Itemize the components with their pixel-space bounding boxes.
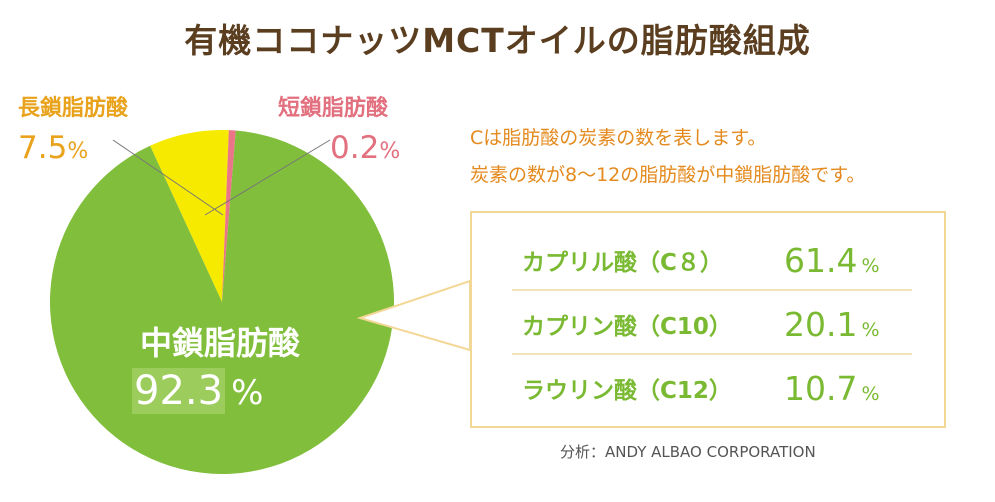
breakdown-value: 61.4% [784, 241, 880, 280]
breakdown-name: カプリル酸（C８） [522, 250, 723, 276]
breakdown-pct: % [861, 318, 880, 341]
row-divider [512, 353, 912, 355]
long-chain-pct: % [67, 139, 89, 164]
breakdown-value: 20.1% [784, 305, 880, 344]
note-line-2: 炭素の数が8〜12の脂肪酸が中鎖脂肪酸です。 [470, 164, 866, 186]
long-chain-number: 7.5 [18, 130, 68, 166]
leader-line-short [204, 139, 331, 216]
medium-chain-number: 92.3 [132, 368, 226, 414]
breakdown-box: カプリル酸（C８） 61.4% カプリン酸（C10） 20.1% ラウリン酸（C… [470, 211, 946, 428]
medium-chain-pct: % [231, 373, 264, 413]
slice-long-chain [150, 130, 229, 302]
leader-line-long [112, 139, 224, 216]
label-short-chain-name: 短鎖脂肪酸 [278, 96, 389, 121]
chart-title: 有機ココナッツMCTオイルの脂肪酸組成 [184, 21, 811, 60]
breakdown-row: ラウリン酸（C12） 10.7% [522, 357, 910, 419]
label-short-chain-value: 0.2% [330, 130, 400, 166]
short-chain-pct: % [379, 139, 401, 164]
breakdown-pct: % [861, 382, 880, 405]
breakdown-number: 10.7 [784, 368, 858, 408]
breakdown-row: カプリン酸（C10） 20.1% [522, 293, 910, 355]
label-medium-chain-name: 中鎖脂肪酸 [140, 324, 301, 362]
breakdown-number: 20.1 [784, 304, 858, 344]
row-divider [512, 289, 912, 291]
breakdown-name: カプリン酸（C10） [522, 314, 732, 340]
label-long-chain-name: 長鎖脂肪酸 [18, 96, 129, 121]
note-line-1: Cは脂肪酸の炭素の数を表します。 [470, 127, 767, 149]
breakdown-value: 10.7% [784, 369, 880, 408]
breakdown-name: ラウリン酸（C12） [522, 378, 732, 404]
slice-short-chain [222, 130, 236, 302]
breakdown-pct: % [861, 254, 880, 277]
label-long-chain-value: 7.5% [18, 130, 88, 166]
breakdown-number: 61.4 [784, 240, 858, 280]
label-medium-chain-value: 92.3% [132, 368, 263, 414]
short-chain-number: 0.2 [330, 130, 380, 166]
source-credit: 分析：ANDY ALBAO CORPORATION [560, 443, 816, 461]
breakdown-row: カプリル酸（C８） 61.4% [522, 229, 910, 291]
